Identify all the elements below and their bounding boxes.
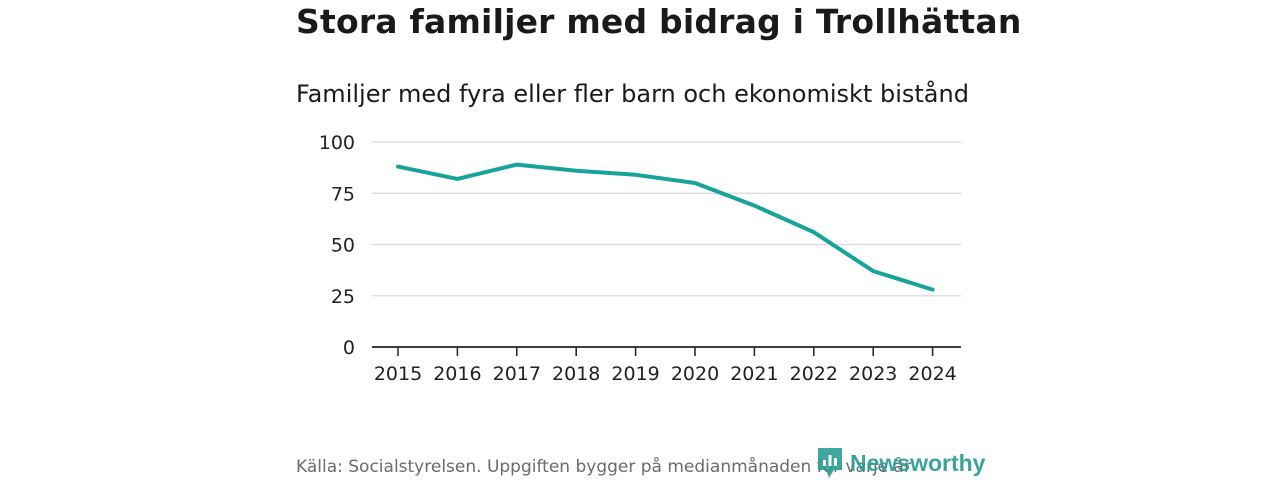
y-tick-label-50: 50 bbox=[331, 235, 355, 257]
x-tick-label-2019: 2019 bbox=[611, 363, 659, 385]
series-line-0 bbox=[396, 162, 935, 292]
x-tick-label-2021: 2021 bbox=[730, 363, 778, 385]
chart-title: Stora familjer med bidrag i Trollhättan bbox=[296, 2, 1022, 41]
x-tick-label-2024: 2024 bbox=[908, 363, 956, 385]
y-tick-label-75: 75 bbox=[331, 183, 355, 205]
brand-name: Newsworthy bbox=[850, 449, 986, 476]
source-note: Källa: Socialstyrelsen. Uppgiften bygger… bbox=[296, 457, 911, 477]
x-tick-label-2015: 2015 bbox=[374, 363, 422, 385]
x-tick-label-2016: 2016 bbox=[433, 363, 481, 385]
y-tick-label-0: 0 bbox=[343, 337, 355, 359]
x-tick-label-2022: 2022 bbox=[790, 363, 838, 385]
x-tick-label-2017: 2017 bbox=[493, 363, 541, 385]
brand-logo: Newsworthy bbox=[816, 446, 985, 480]
y-tick-label-25: 25 bbox=[331, 286, 355, 308]
x-tick-label-2018: 2018 bbox=[552, 363, 600, 385]
x-tick-label-2023: 2023 bbox=[849, 363, 897, 385]
y-tick-label-100: 100 bbox=[319, 132, 355, 154]
newsworthy-logo-icon bbox=[818, 448, 842, 478]
x-tick-label-2020: 2020 bbox=[671, 363, 719, 385]
chart-subtitle: Familjer med fyra eller fler barn och ek… bbox=[296, 80, 969, 108]
